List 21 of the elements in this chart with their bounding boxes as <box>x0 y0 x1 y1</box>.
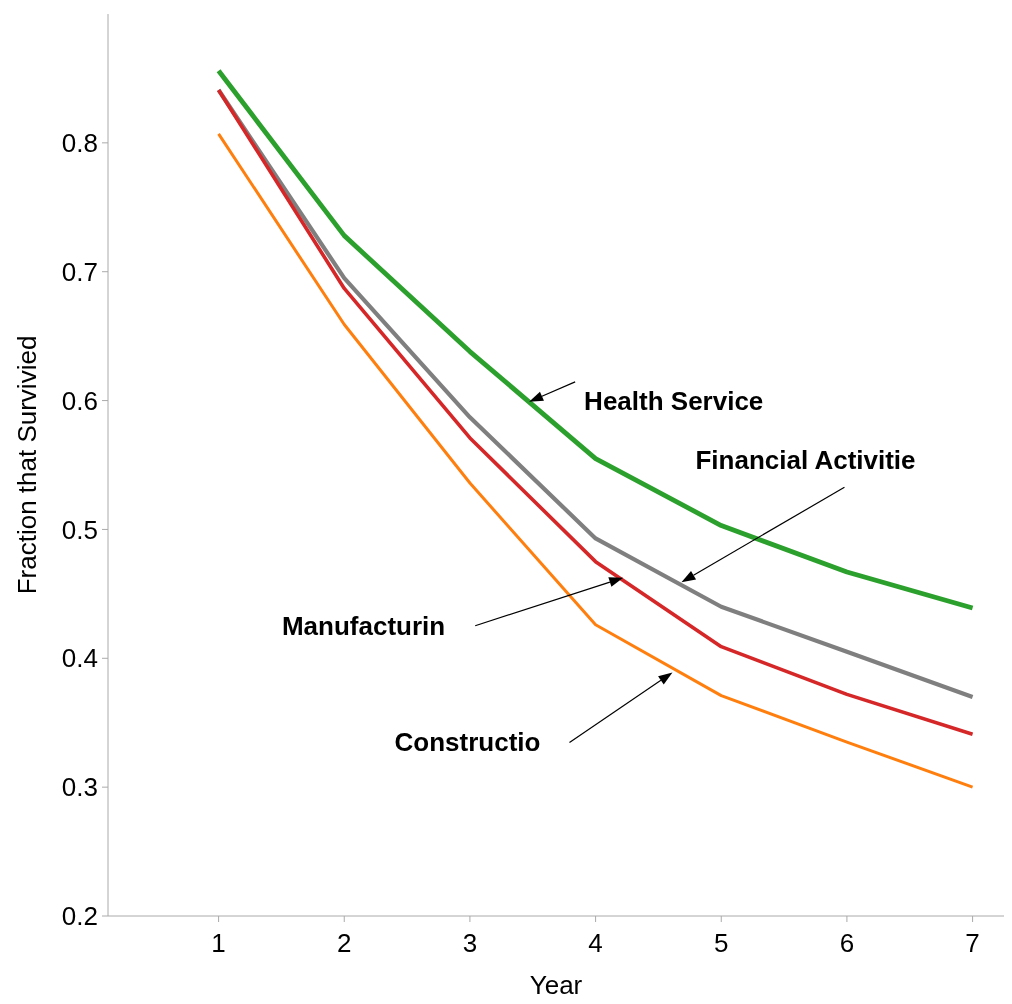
annotation: Constructio <box>394 727 541 758</box>
y-tick-label: 0.6 <box>61 385 98 416</box>
y-tick-label: 0.3 <box>61 772 98 803</box>
annotation: Financial Activitie <box>695 445 916 476</box>
y-tick-label: 0.5 <box>61 514 98 545</box>
x-tick-label: 5 <box>714 928 729 958</box>
x-tick-label: 7 <box>965 928 980 958</box>
x-tick-label: 1 <box>211 928 226 958</box>
line-series <box>216 68 975 611</box>
y-tick-label: 0.8 <box>61 127 98 158</box>
y-axis-title: Fraction that Survivied <box>12 335 42 595</box>
x-tick-label: 4 <box>588 928 603 958</box>
x-tick-label: 6 <box>839 928 855 958</box>
y-tick-label: 0.4 <box>61 643 98 674</box>
annotation: Manufacturin <box>281 610 446 641</box>
x-tick-label: 2 <box>337 928 352 958</box>
x-axis-title: Year <box>529 970 583 1000</box>
y-tick-label: 0.2 <box>61 901 98 932</box>
annotation: Health Service <box>584 385 764 416</box>
y-tick-label: 0.7 <box>61 256 98 287</box>
x-tick-label: 3 <box>462 928 478 958</box>
